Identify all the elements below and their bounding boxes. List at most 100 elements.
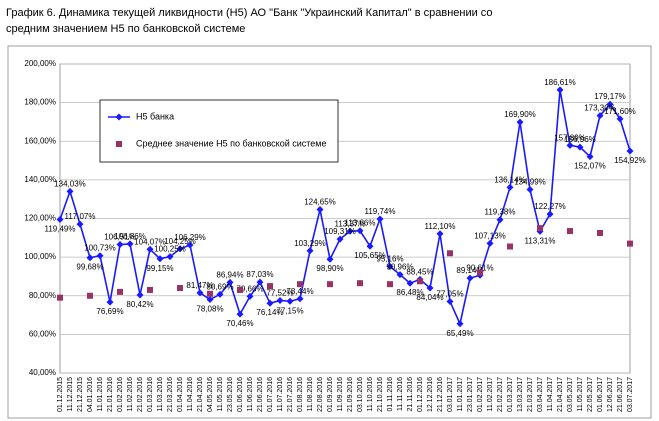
point <box>506 183 514 191</box>
point <box>306 247 314 255</box>
x-tick-label: 04.01.2016 <box>87 377 94 412</box>
x-tick-label: 04.05.2016 <box>207 377 214 412</box>
point <box>546 210 554 218</box>
data-label: 90,61% <box>466 263 493 272</box>
data-label: 105,65% <box>354 251 386 260</box>
data-label: 106,29% <box>174 233 206 242</box>
data-label: 134,99% <box>514 178 546 187</box>
x-tick-label: 11.07.2016 <box>277 377 284 412</box>
point <box>237 286 243 293</box>
x-tick-label: 03.04.2017 <box>537 377 544 412</box>
point <box>56 215 64 223</box>
x-tick-label: 21.03.2016 <box>167 377 174 412</box>
point <box>86 254 94 262</box>
x-tick-label: 01.09.2016 <box>327 377 334 412</box>
y-tick-label: 200,00% <box>24 59 56 68</box>
point <box>66 187 74 195</box>
point <box>267 283 273 290</box>
x-tick-label: 12.06.2017 <box>607 377 614 412</box>
x-tick-label: 03.01.2017 <box>447 377 454 412</box>
x-tick-label: 11.01.2017 <box>457 377 464 412</box>
y-tick-label: 40,00% <box>29 368 56 377</box>
point <box>627 240 633 247</box>
point <box>566 141 574 149</box>
point <box>486 239 494 247</box>
x-tick-label: 01.06.2016 <box>237 377 244 412</box>
y-tick-label: 140,00% <box>24 175 56 184</box>
legend-marker <box>116 141 122 147</box>
point <box>186 241 194 249</box>
point <box>447 250 453 257</box>
x-tick-label: 03.05.2017 <box>567 377 574 412</box>
data-label: 100,25% <box>154 245 186 254</box>
x-tick-label: 21.09.2016 <box>347 377 354 412</box>
data-label: 113,37% <box>335 219 366 228</box>
y-tick-label: 180,00% <box>24 98 56 107</box>
data-label: 98,90% <box>316 264 343 273</box>
data-label: 80,42% <box>126 300 153 309</box>
data-label: 100,73% <box>84 244 116 253</box>
x-tick-label: 11.02.2016 <box>127 377 134 412</box>
point <box>176 245 184 253</box>
x-tick-label: 01.11.2016 <box>387 377 394 412</box>
point <box>326 255 334 263</box>
x-tick-label: 21.04.2016 <box>197 377 204 412</box>
data-label: 103,29% <box>294 239 326 248</box>
x-tick-label: 11.11.2016 <box>397 377 404 411</box>
x-tick-label: 01.02.2016 <box>117 377 124 412</box>
y-tick-label: 120,00% <box>24 214 56 223</box>
x-tick-label: 11.10.2016 <box>367 377 374 412</box>
data-label: 109,31% <box>324 227 356 236</box>
data-label: 76,14% <box>256 308 283 317</box>
x-tick-label: 11.02.2017 <box>487 377 494 412</box>
data-label: 86,48% <box>396 288 423 297</box>
x-tick-label: 01.06.2017 <box>597 377 604 412</box>
point <box>586 153 594 161</box>
point <box>556 86 564 94</box>
point <box>327 281 333 288</box>
point <box>526 186 534 194</box>
x-tick-label: 23.01.2017 <box>467 377 474 412</box>
x-tick-label: 11.09.2016 <box>337 377 344 412</box>
x-tick-label: 21.04.2017 <box>557 377 564 412</box>
point <box>316 206 324 214</box>
x-tick-label: 11.04.2017 <box>547 377 554 412</box>
point <box>346 227 354 235</box>
point <box>57 294 63 301</box>
point <box>477 269 483 276</box>
x-tick-label: 21.10.2016 <box>377 377 384 412</box>
x-tick-label: 13.03.2017 <box>517 377 524 412</box>
x-tick-label: 01.12.2015 <box>57 377 64 412</box>
data-label: 86,94% <box>216 270 243 279</box>
chart-frame <box>7 45 652 419</box>
point <box>456 320 464 328</box>
x-tick-label: 03.07.2017 <box>627 377 634 412</box>
x-tick-label: 11.01.2016 <box>97 377 104 412</box>
chart-title-line: средним значением Н5 по банковской систе… <box>6 23 245 35</box>
point <box>356 227 364 235</box>
point <box>126 240 134 248</box>
point <box>177 285 183 292</box>
data-label: 117,07% <box>65 212 96 221</box>
x-tick-label: 01.07.2016 <box>267 377 274 412</box>
data-label: 119,49% <box>45 224 76 233</box>
point <box>156 255 164 263</box>
data-label: 70,46% <box>226 319 253 328</box>
point <box>516 118 524 126</box>
point <box>147 286 153 293</box>
point <box>576 143 584 151</box>
data-label: 106,86% <box>114 232 146 241</box>
data-label: 171,60% <box>604 107 636 116</box>
data-label: 79,66% <box>236 284 263 293</box>
data-label: 106,51% <box>104 233 136 242</box>
point <box>366 242 374 250</box>
x-tick-label: 21.01.2016 <box>107 377 114 412</box>
point <box>596 112 604 120</box>
point <box>426 284 434 292</box>
y-tick-label: 60,00% <box>29 329 56 338</box>
point <box>567 228 573 235</box>
point <box>436 230 444 238</box>
data-label: 99,68% <box>76 263 103 272</box>
data-label: 186,61% <box>544 78 576 87</box>
